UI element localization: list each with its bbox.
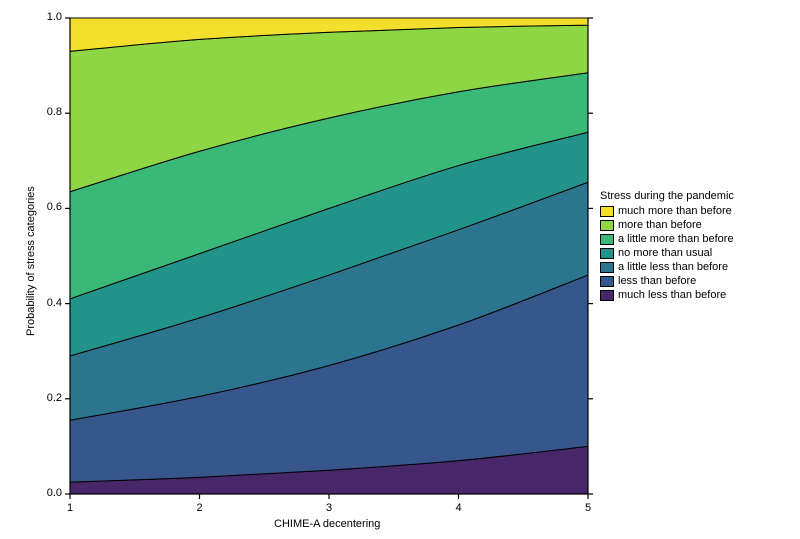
- legend-item-little_more: a little more than before: [600, 232, 734, 246]
- legend-swatch: [600, 262, 614, 273]
- plot-area: [70, 18, 588, 494]
- x-tick-label: 2: [190, 502, 210, 514]
- legend-swatch: [600, 234, 614, 245]
- y-tick-label: 0.4: [32, 297, 62, 309]
- legend-label: much more than before: [618, 204, 732, 218]
- legend-label: a little more than before: [618, 232, 734, 246]
- stacked-area-chart: [70, 18, 588, 494]
- legend-item-less: less than before: [600, 274, 734, 288]
- legend-swatch: [600, 220, 614, 231]
- x-tick-label: 5: [578, 502, 598, 514]
- legend-item-much_less: much less than before: [600, 288, 734, 302]
- legend-label: no more than usual: [618, 246, 712, 260]
- legend-swatch: [600, 248, 614, 259]
- legend-item-little_less: a little less than before: [600, 260, 734, 274]
- x-axis-label: CHIME-A decentering: [274, 518, 380, 530]
- y-tick-label: 0.6: [32, 201, 62, 213]
- y-tick-label: 1.0: [32, 11, 62, 23]
- legend-label: less than before: [618, 274, 696, 288]
- legend-swatch: [600, 206, 614, 217]
- legend-label: much less than before: [618, 288, 726, 302]
- y-tick-label: 0.2: [32, 392, 62, 404]
- x-tick-label: 4: [449, 502, 469, 514]
- y-tick-label: 0.0: [32, 487, 62, 499]
- legend-swatch: [600, 290, 614, 301]
- legend-swatch: [600, 276, 614, 287]
- legend-items: much more than beforemore than beforea l…: [600, 204, 734, 302]
- legend-title: Stress during the pandemic: [600, 190, 734, 202]
- legend-item-no_more: no more than usual: [600, 246, 734, 260]
- legend: Stress during the pandemic much more tha…: [600, 190, 734, 302]
- legend-label: more than before: [618, 218, 702, 232]
- legend-item-more: more than before: [600, 218, 734, 232]
- legend-label: a little less than before: [618, 260, 728, 274]
- y-tick-label: 0.8: [32, 106, 62, 118]
- figure: Probability of stress categories CHIME-A…: [0, 0, 800, 539]
- legend-item-much_more: much more than before: [600, 204, 734, 218]
- x-tick-label: 3: [319, 502, 339, 514]
- x-tick-label: 1: [60, 502, 80, 514]
